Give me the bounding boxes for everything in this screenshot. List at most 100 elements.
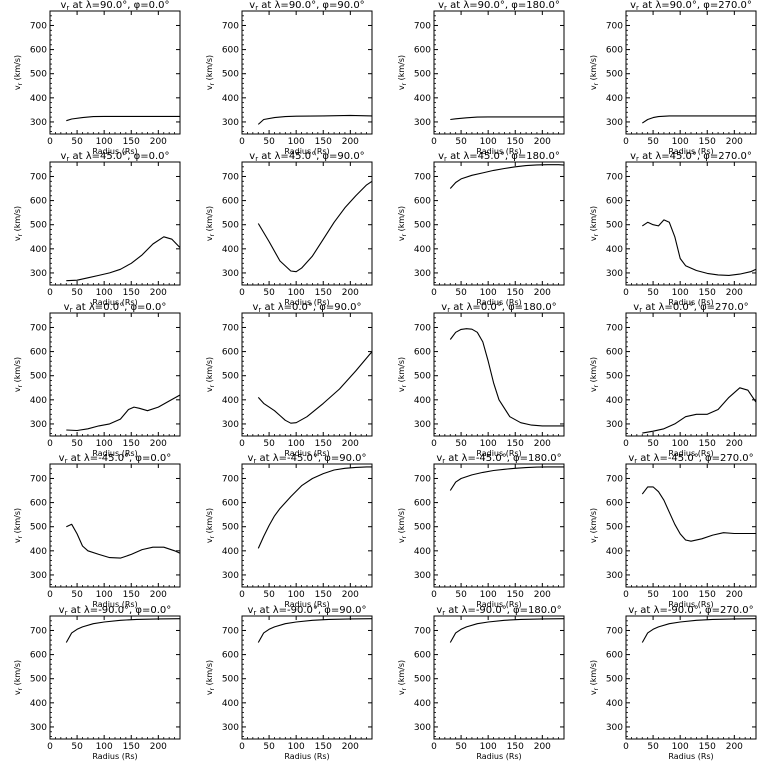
y-tick-label: 600 bbox=[606, 348, 623, 358]
x-tick-label: 200 bbox=[150, 137, 167, 147]
y-tick-label: 500 bbox=[606, 221, 623, 231]
y-tick-label: 300 bbox=[414, 118, 431, 128]
y-tick-label: 600 bbox=[30, 197, 47, 207]
panel-title: vr at λ=90.0°, φ=270.0° bbox=[630, 0, 752, 12]
x-tick-label: 100 bbox=[480, 137, 497, 147]
x-tick-label: 50 bbox=[263, 137, 275, 147]
y-tick-label: 500 bbox=[222, 523, 239, 533]
x-tick-label: 150 bbox=[315, 137, 332, 147]
y-tick-label: 600 bbox=[222, 46, 239, 56]
y-tick-label: 400 bbox=[606, 699, 623, 709]
plot-frame bbox=[49, 10, 181, 135]
y-tick-label: 400 bbox=[30, 396, 47, 406]
x-tick-label: 100 bbox=[288, 590, 305, 600]
x-tick-label: 150 bbox=[123, 439, 140, 449]
panel-2: vr at λ=90.0°, φ=90.0° 0 50 100 150 200 300 400… bbox=[205, 0, 373, 156]
vr-series-line bbox=[65, 618, 181, 643]
y-tick-label: 300 bbox=[222, 723, 239, 733]
x-tick-label: 150 bbox=[123, 288, 140, 298]
x-tick-label: 0 bbox=[623, 439, 629, 449]
y-axis-label: vr (km/s) bbox=[589, 55, 600, 90]
x-tick-label: 50 bbox=[263, 742, 275, 752]
x-tick-label: 50 bbox=[71, 590, 83, 600]
plot-frame bbox=[625, 312, 757, 437]
plot-frame bbox=[625, 463, 757, 588]
x-tick-label: 0 bbox=[431, 742, 437, 752]
x-axis-label: Radius (Rs) bbox=[92, 600, 137, 609]
plot-frame bbox=[49, 161, 181, 286]
x-tick-label: 0 bbox=[47, 742, 53, 752]
vr-series-line bbox=[641, 219, 757, 276]
panel-title: vr at λ=0.0°, φ=180.0° bbox=[441, 302, 556, 314]
x-tick-label: 150 bbox=[123, 742, 140, 752]
y-tick-label: 300 bbox=[606, 118, 623, 128]
vr-series-line bbox=[66, 394, 181, 432]
vr-series-line bbox=[641, 486, 756, 542]
panel-title: vr at λ=-45.0°, φ=0.0° bbox=[59, 453, 172, 465]
x-axis-label: Radius (Rs) bbox=[284, 752, 329, 761]
y-tick-label: 500 bbox=[414, 372, 431, 382]
x-tick-label: 0 bbox=[623, 288, 629, 298]
x-tick-label: 150 bbox=[315, 590, 332, 600]
y-tick-label: 500 bbox=[606, 70, 623, 80]
y-tick-label: 500 bbox=[30, 70, 47, 80]
panel-title: vr at λ=45.0°, φ=180.0° bbox=[438, 151, 560, 163]
y-tick-label: 600 bbox=[414, 197, 431, 207]
y-tick-label: 700 bbox=[606, 626, 623, 636]
y-tick-label: 400 bbox=[606, 94, 623, 104]
vr-series-line bbox=[449, 164, 565, 189]
x-tick-label: 0 bbox=[431, 288, 437, 298]
y-tick-label: 600 bbox=[30, 348, 47, 358]
y-tick-label: 400 bbox=[30, 245, 47, 255]
y-tick-label: 700 bbox=[414, 626, 431, 636]
vr-series-line bbox=[257, 351, 373, 424]
y-axis-label: vr (km/s) bbox=[13, 660, 24, 695]
x-tick-label: 0 bbox=[239, 742, 245, 752]
x-tick-label: 0 bbox=[239, 137, 245, 147]
y-tick-label: 700 bbox=[606, 172, 623, 182]
y-tick-label: 300 bbox=[30, 571, 47, 581]
y-tick-label: 500 bbox=[222, 70, 239, 80]
x-tick-label: 0 bbox=[47, 439, 53, 449]
y-tick-label: 600 bbox=[414, 348, 431, 358]
y-tick-label: 400 bbox=[222, 547, 239, 557]
y-tick-label: 600 bbox=[30, 499, 47, 509]
x-axis-label: Radius (Rs) bbox=[284, 600, 329, 609]
x-axis-label: Radius (Rs) bbox=[668, 449, 713, 458]
y-tick-label: 500 bbox=[30, 523, 47, 533]
y-tick-label: 400 bbox=[606, 547, 623, 557]
x-tick-label: 200 bbox=[534, 439, 551, 449]
x-tick-label: 50 bbox=[71, 288, 83, 298]
panel-20: vr at λ=-90.0°, φ=270.0° 0 50 100 150 200 300 4… bbox=[589, 605, 757, 761]
x-axis-label: Radius (Rs) bbox=[284, 147, 329, 156]
x-tick-label: 200 bbox=[342, 590, 359, 600]
y-tick-label: 700 bbox=[606, 21, 623, 31]
vr-series-line bbox=[642, 387, 757, 434]
y-tick-label: 300 bbox=[30, 723, 47, 733]
x-axis-label: Radius (Rs) bbox=[476, 298, 521, 307]
y-tick-label: 700 bbox=[30, 474, 47, 484]
x-tick-label: 200 bbox=[726, 742, 743, 752]
y-axis-label: vr (km/s) bbox=[13, 55, 24, 90]
x-tick-label: 150 bbox=[699, 439, 716, 449]
y-tick-label: 500 bbox=[30, 372, 47, 382]
x-tick-label: 100 bbox=[480, 288, 497, 298]
x-tick-label: 100 bbox=[672, 137, 689, 147]
x-tick-label: 200 bbox=[726, 590, 743, 600]
vr-series-line bbox=[257, 466, 372, 549]
x-tick-label: 100 bbox=[288, 288, 305, 298]
x-tick-label: 50 bbox=[455, 742, 467, 752]
x-tick-label: 150 bbox=[507, 742, 524, 752]
x-tick-label: 150 bbox=[315, 288, 332, 298]
panel-16: vr at λ=-45.0°, φ=270.0° 0 50 100 150 200 300 4… bbox=[589, 453, 757, 609]
panel-17: vr at λ=-90.0°, φ=0.0° 0 50 100 150 200 300 400… bbox=[13, 605, 181, 761]
panel-title: vr at λ=-45.0°, φ=90.0° bbox=[248, 453, 367, 465]
x-tick-label: 200 bbox=[534, 590, 551, 600]
x-tick-label: 150 bbox=[699, 288, 716, 298]
x-axis-label: Radius (Rs) bbox=[668, 298, 713, 307]
y-tick-label: 600 bbox=[606, 46, 623, 56]
y-tick-label: 600 bbox=[414, 499, 431, 509]
x-tick-label: 200 bbox=[726, 288, 743, 298]
y-axis-label: vr (km/s) bbox=[13, 508, 24, 543]
